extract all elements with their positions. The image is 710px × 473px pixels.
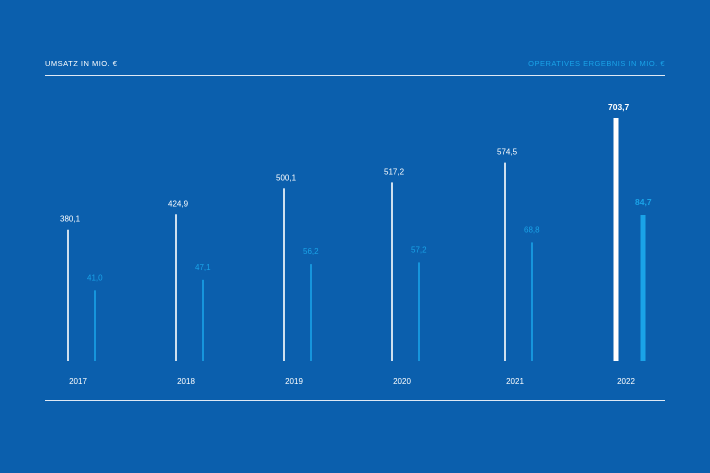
year-label-2017: 2017 bbox=[69, 377, 87, 386]
revenue-label-2017: 380,1 bbox=[60, 215, 81, 224]
operating-result-label-2022: 84,7 bbox=[635, 197, 652, 207]
operating-result-series-label: OPERATIVES ERGEBNIS IN MIO. € bbox=[528, 59, 665, 68]
year-label-2019: 2019 bbox=[285, 377, 303, 386]
operating-result-bar-2020 bbox=[418, 262, 420, 361]
operating-result-bar-2018 bbox=[202, 279, 204, 361]
revenue-label-2018: 424,9 bbox=[168, 199, 189, 208]
bottom-divider bbox=[45, 400, 665, 401]
revenue-bar-2021 bbox=[504, 162, 506, 361]
year-label-2018: 2018 bbox=[177, 377, 195, 386]
revenue-label-2022: 703,7 bbox=[608, 102, 630, 112]
operating-result-bar-2021 bbox=[531, 242, 533, 361]
revenue-bar-2019 bbox=[283, 188, 285, 361]
operating-result-label-2019: 56,2 bbox=[303, 247, 319, 256]
operating-result-bar-2022 bbox=[640, 215, 646, 361]
year-label-2022: 2022 bbox=[617, 377, 635, 386]
top-divider bbox=[45, 75, 665, 76]
revenue-bar-2017 bbox=[67, 229, 69, 361]
year-label-2021: 2021 bbox=[506, 377, 524, 386]
revenue-series-label: UMSATZ IN MIO. € bbox=[45, 59, 118, 68]
operating-result-label-2020: 57,2 bbox=[411, 245, 427, 254]
revenue-label-2020: 517,2 bbox=[384, 167, 405, 176]
revenue-bar-2022 bbox=[613, 118, 619, 361]
operating-result-bar-2019 bbox=[310, 264, 312, 361]
revenue-bar-2018 bbox=[175, 214, 177, 361]
operating-result-label-2021: 68,8 bbox=[524, 225, 540, 234]
revenue-label-2021: 574,5 bbox=[497, 148, 518, 157]
operating-result-label-2018: 47,1 bbox=[195, 263, 211, 272]
operating-result-bar-2017 bbox=[94, 290, 96, 361]
revenue-bar-2020 bbox=[391, 182, 393, 361]
revenue-label-2019: 500,1 bbox=[276, 173, 297, 182]
operating-result-label-2017: 41,0 bbox=[87, 273, 103, 282]
year-label-2020: 2020 bbox=[393, 377, 411, 386]
